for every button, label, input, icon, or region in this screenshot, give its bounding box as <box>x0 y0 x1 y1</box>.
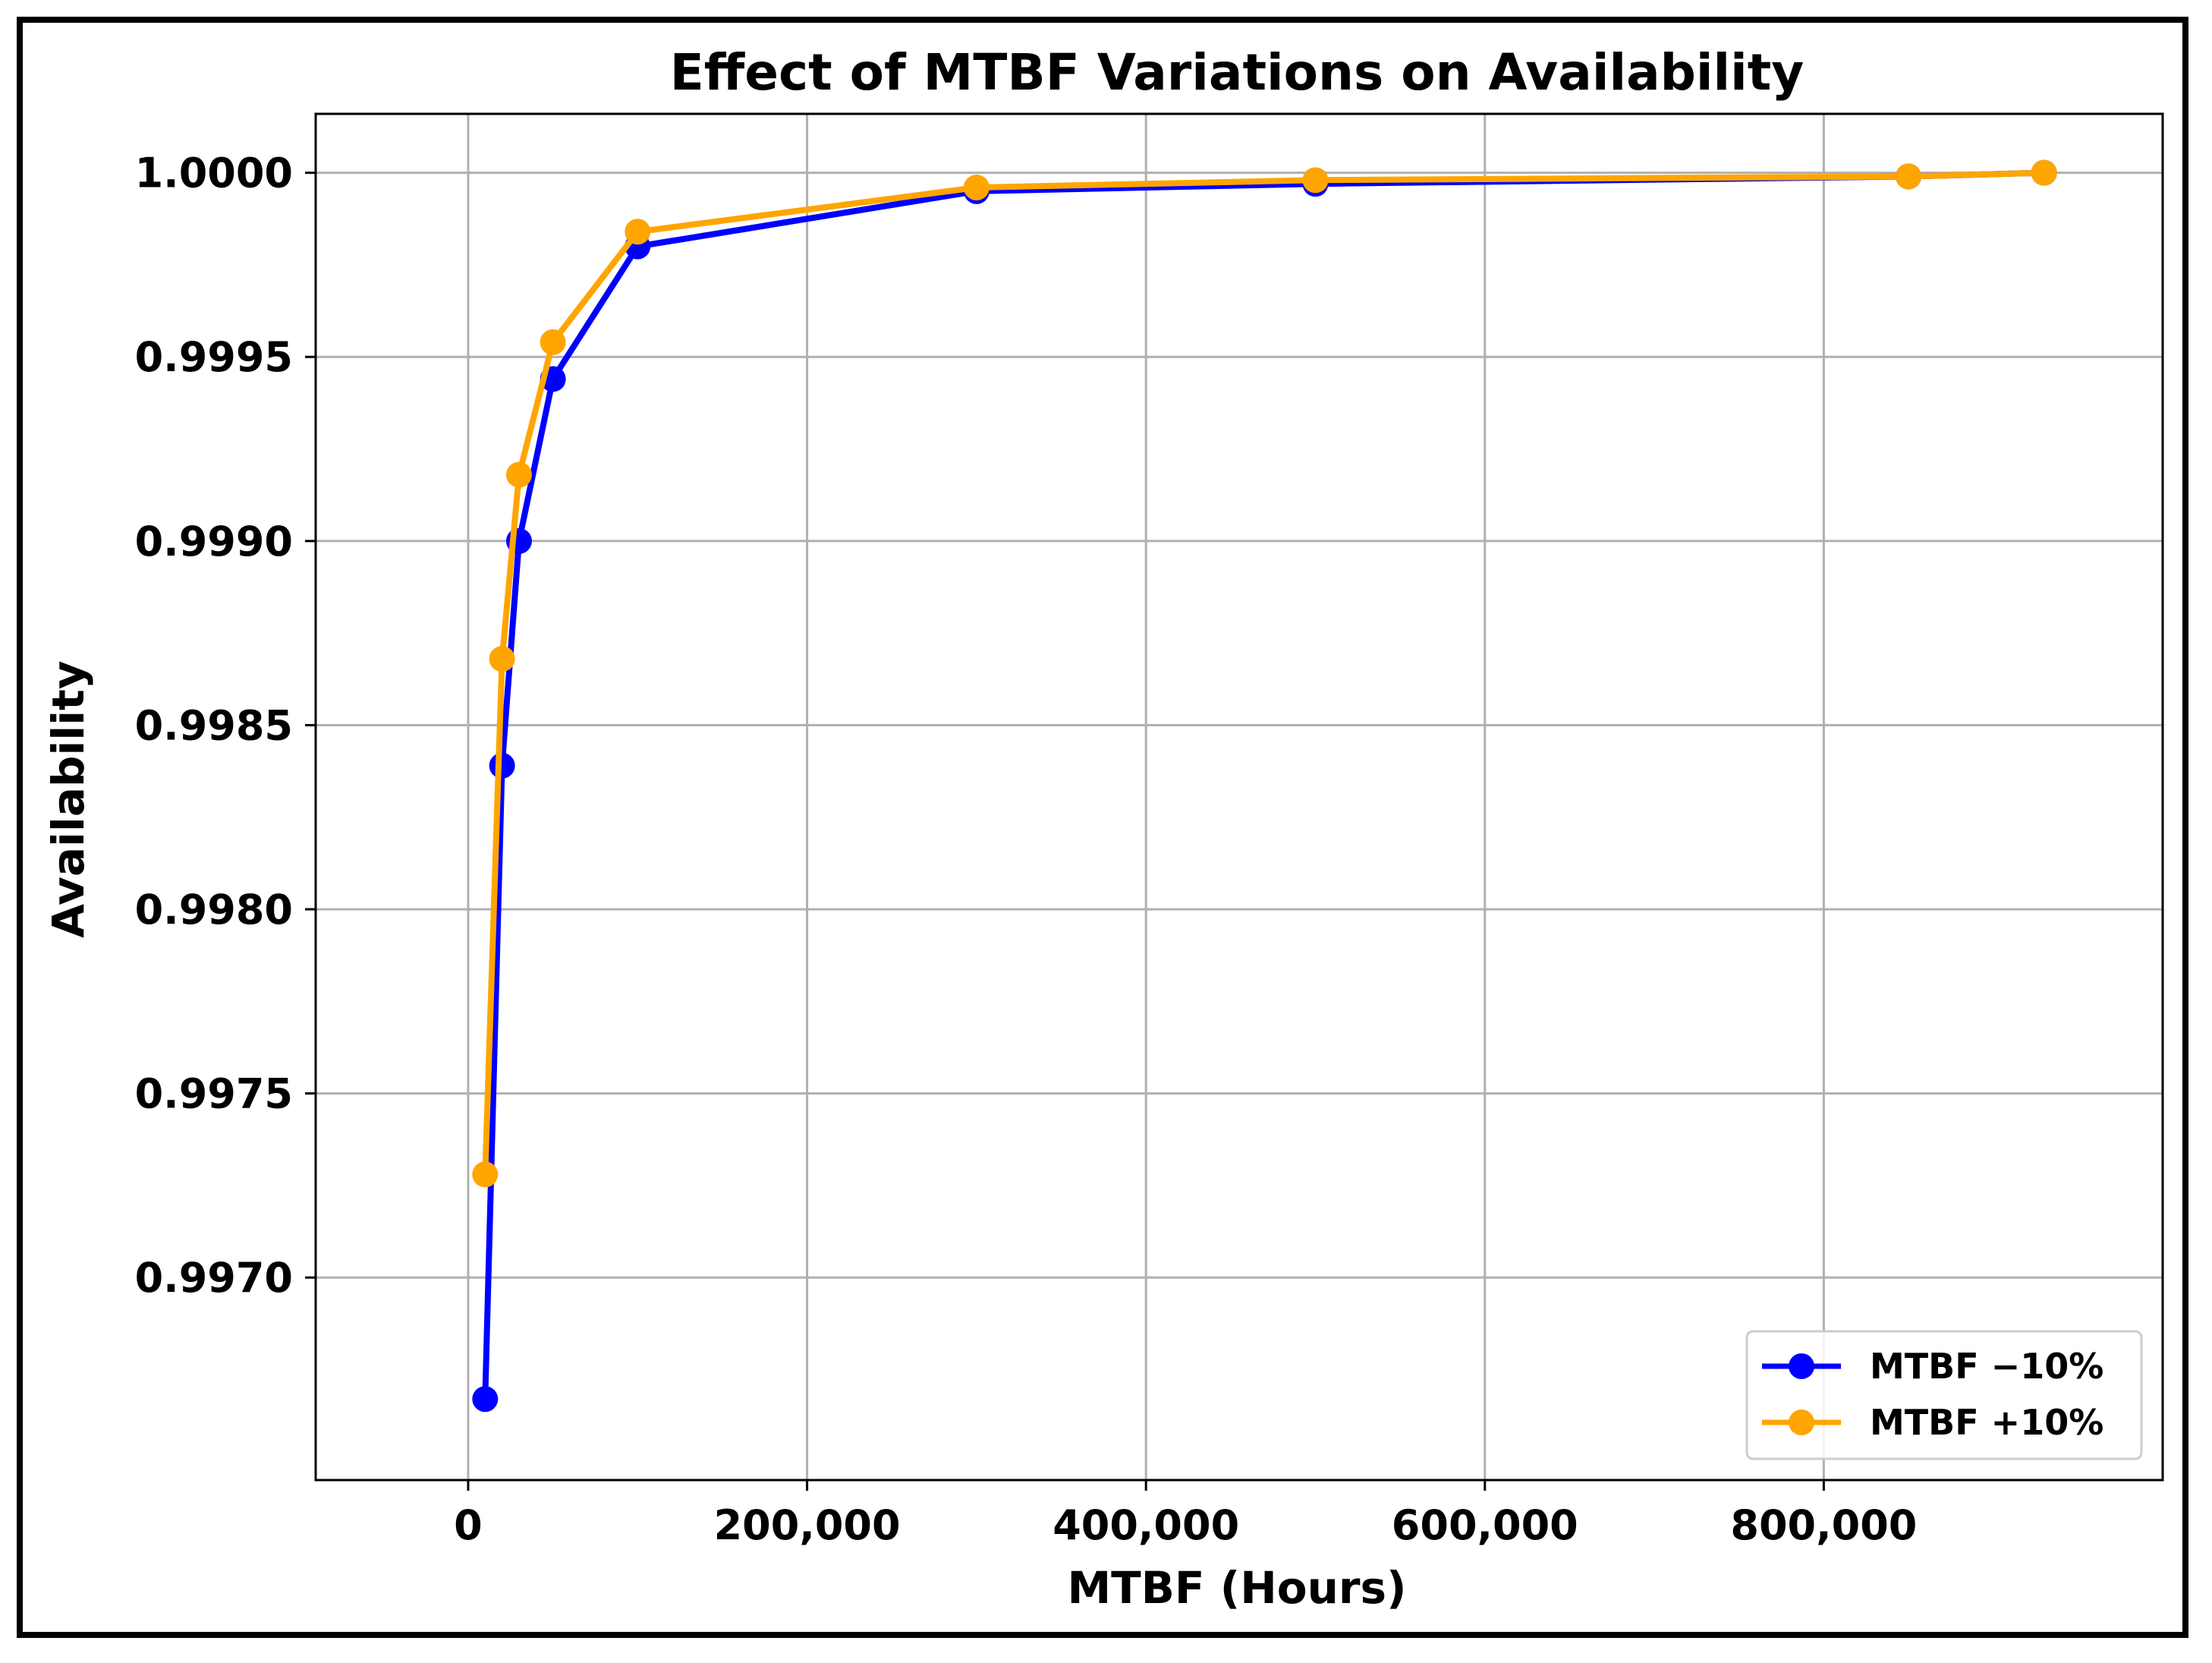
x-tick-label: 200,000 <box>714 1501 901 1549</box>
legend: MTBF −10% MTBF +10% <box>1745 1330 2143 1460</box>
data-point <box>489 646 515 672</box>
y-tick-label: 0.9990 <box>135 518 293 565</box>
y-tick-label: 0.9985 <box>135 701 293 749</box>
data-point <box>505 461 532 488</box>
data-point <box>963 175 990 201</box>
x-tick-label: 600,000 <box>1392 1501 1578 1549</box>
series-0 <box>472 159 2057 1413</box>
series-1 <box>472 159 2057 1188</box>
data-point <box>489 752 515 779</box>
data-point <box>540 329 566 355</box>
grid <box>316 114 2163 1480</box>
plot-area-border <box>314 112 2164 1482</box>
data-point <box>625 219 651 245</box>
data-point <box>1896 163 1922 190</box>
y-tick-label: 0.9975 <box>135 1070 293 1118</box>
legend-label-mtbf-plus-10: MTBF +10% <box>1870 1402 2103 1443</box>
y-axis-title: Availability <box>42 660 94 937</box>
data-point <box>472 1161 499 1188</box>
series <box>472 159 2057 1413</box>
x-axis-title: MTBF (Hours) <box>1067 1562 1406 1614</box>
data-point <box>1302 167 1329 194</box>
x-tick-label: 800,000 <box>1730 1501 1917 1549</box>
chart-title: Effect of MTBF Variations on Availabilit… <box>670 43 1805 102</box>
y-axis-ticks: 0.9970 0.9975 0.9980 0.9985 0.9990 0.9995 1.00… <box>135 150 316 1302</box>
legend-label-mtbf-minus-10: MTBF −10% <box>1870 1346 2103 1387</box>
legend-marker-mtbf-plus-10 <box>1789 1409 1814 1435</box>
y-tick-label: 0.9980 <box>135 886 293 934</box>
y-tick-label: 0.9970 <box>135 1254 293 1302</box>
legend-box <box>1745 1330 2143 1460</box>
x-axis-ticks: 0 200,000 400,000 600,000 800,000 <box>454 1480 1917 1549</box>
x-tick-label: 400,000 <box>1053 1501 1239 1549</box>
y-tick-label: 0.9995 <box>135 333 293 381</box>
data-point <box>2031 159 2057 186</box>
data-point <box>472 1386 499 1413</box>
x-tick-label: 0 <box>454 1501 483 1549</box>
legend-marker-mtbf-minus-10 <box>1789 1353 1814 1379</box>
series-line <box>482 169 2047 1178</box>
y-tick-label: 1.0000 <box>135 150 293 197</box>
